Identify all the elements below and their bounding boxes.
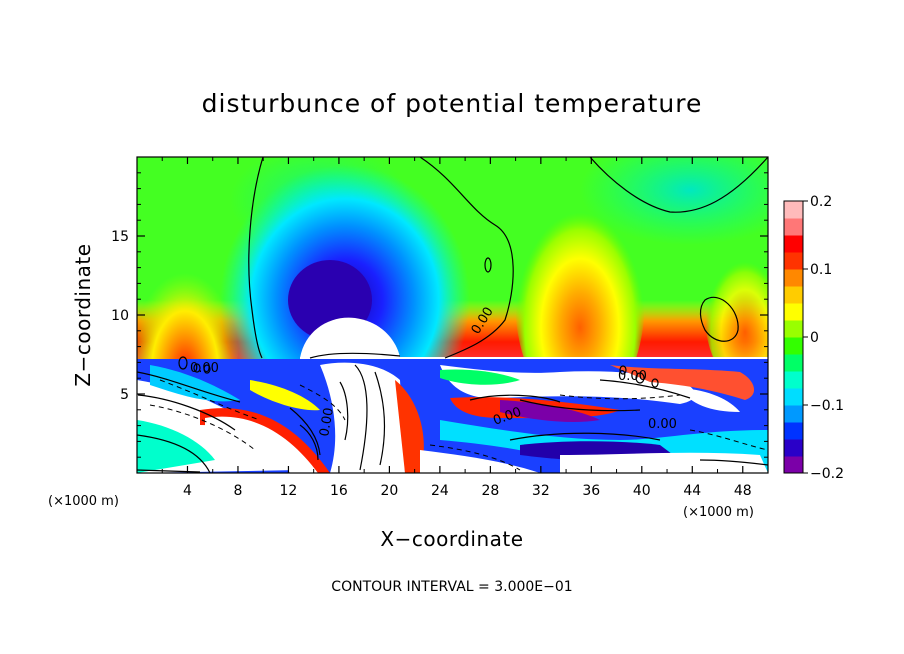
warm-anomaly-left: [137, 235, 240, 359]
x-unit-left: (×1000 m): [48, 494, 119, 509]
x-axis-label: X−coordinate: [380, 527, 523, 551]
y-axis: 5 10 15: [111, 172, 768, 458]
colorbar-tick-label: 0.2: [810, 194, 832, 210]
contour-zero-line: [589, 157, 768, 213]
contour-zero-line: [419, 157, 514, 359]
colorbar-swatch: [784, 422, 803, 440]
cold-anomaly: [220, 165, 470, 359]
x-tick-label: 32: [532, 483, 550, 499]
colorbar-swatch: [784, 235, 803, 253]
heatmap-field: [137, 157, 768, 473]
x-tick-label: 48: [734, 483, 752, 499]
chart-title: disturbunce of potential temperature: [202, 89, 703, 118]
x-tick-label: 40: [633, 483, 651, 499]
x-tick-label: 28: [481, 483, 499, 499]
y-axis-label: Z−coordinate: [71, 243, 95, 386]
contour-label: 0.00: [618, 369, 647, 384]
lower-layer: [137, 359, 768, 473]
y-tick-label: 15: [111, 229, 129, 245]
x-unit-right: (×1000 m): [683, 505, 754, 520]
colorbar-swatch: [784, 405, 803, 423]
contour-label: 0.00: [317, 407, 337, 438]
x-axis: 4 8 12 16 20 24 28 32 36 40 44 48: [161, 157, 752, 499]
colorbar-swatch: [784, 201, 803, 219]
contour-lines-dashed: [149, 379, 768, 471]
colorbar-swatch: [784, 337, 803, 355]
colorbar-swatch: [784, 371, 803, 389]
x-tick-label: 44: [683, 483, 701, 499]
colorbar-swatch: [784, 320, 803, 338]
cold-core-white: [300, 317, 400, 358]
upper-layer: [137, 157, 768, 359]
colorbar-swatch: [784, 439, 803, 457]
colorbar-swatch: [784, 286, 803, 304]
x-tick-label: 4: [183, 483, 192, 499]
colorbar-swatch: [784, 269, 803, 287]
x-tick-label: 12: [280, 483, 298, 499]
colorbar-swatch: [784, 303, 803, 321]
contour-zero-line: [248, 157, 264, 359]
x-tick-label: 8: [233, 483, 242, 499]
colorbar: 0.2 0.1 0 −0.1 −0.2: [783, 194, 844, 482]
x-tick-label: 16: [330, 483, 348, 499]
colorbar-swatch: [784, 456, 803, 474]
contour-label: 0.00: [648, 417, 677, 432]
colorbar-tick-label: −0.2: [810, 466, 844, 482]
x-tick-label: 24: [431, 483, 449, 499]
contour-interval: CONTOUR INTERVAL = 3.000E−01: [331, 579, 572, 595]
colorbar-swatch: [784, 252, 803, 270]
contour-small-closed: [178, 356, 659, 388]
colorbar-tick-label: 0: [810, 330, 819, 346]
colorbar-tick-label: 0.1: [810, 262, 832, 278]
contour-label: 0.00: [190, 361, 219, 376]
x-tick-label: 36: [582, 483, 600, 499]
colorbar-tick-label: −0.1: [810, 398, 844, 414]
y-tick-label: 5: [120, 387, 129, 403]
x-tick-label: 20: [380, 483, 398, 499]
colorbar-swatch: [784, 218, 803, 236]
colorbar-swatch: [784, 388, 803, 406]
contour-zero-line: [699, 296, 739, 342]
contour-lines: [137, 157, 768, 473]
y-tick-label: 10: [111, 308, 129, 324]
warm-anomaly-right: [515, 185, 645, 359]
colorbar-swatch: [784, 354, 803, 372]
